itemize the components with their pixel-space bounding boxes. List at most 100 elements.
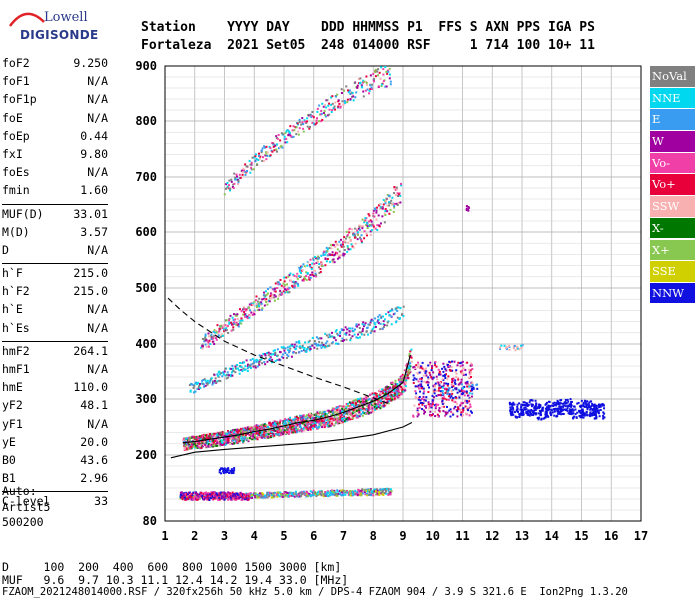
echo-dot — [356, 238, 359, 241]
echo-dot — [253, 156, 256, 159]
echo-dot — [591, 402, 594, 405]
echo-dot — [193, 497, 196, 500]
echo-dot — [359, 490, 362, 493]
echo-dot — [230, 321, 233, 324]
echo-dot — [187, 498, 190, 501]
echo-dot — [265, 432, 268, 435]
echo-dot — [215, 444, 218, 447]
auto-line: Auto: — [2, 484, 37, 498]
echo-dot — [280, 493, 283, 496]
echo-dot — [344, 332, 347, 335]
echo-dot — [268, 358, 271, 361]
echo-dot — [364, 322, 367, 325]
echo-dot — [400, 376, 403, 379]
echo-dot — [301, 422, 304, 425]
echo-dot — [355, 416, 358, 419]
echo-dot — [551, 411, 554, 414]
echo-dot — [256, 304, 259, 307]
echo-dot — [347, 327, 350, 330]
echo-dot — [288, 351, 291, 354]
echo-dot — [299, 414, 302, 417]
echo-dot — [327, 336, 330, 339]
echo-dot — [384, 404, 387, 407]
echo-dot — [286, 346, 289, 349]
echo-dot — [278, 431, 281, 434]
echo-dot — [260, 151, 263, 154]
echo-dot — [360, 400, 363, 403]
param-value: N/A — [87, 165, 108, 180]
echo-dot — [356, 229, 359, 232]
echo-dot — [218, 328, 221, 331]
echo-dot — [566, 409, 569, 412]
echo-dot — [305, 271, 308, 274]
echo-dot — [332, 411, 335, 414]
echo-dot — [372, 215, 375, 218]
echo-dot — [197, 445, 200, 448]
echo-dot — [393, 397, 396, 400]
echo-dot — [237, 183, 240, 186]
echo-dot — [349, 490, 352, 493]
echo-dot — [530, 403, 533, 406]
echo-dot — [213, 379, 216, 382]
echo-dot — [555, 402, 558, 405]
echo-dot — [212, 436, 215, 439]
echo-dot — [438, 385, 441, 388]
echo-dot — [534, 409, 537, 412]
echo-dot — [260, 149, 263, 152]
echo-dot — [265, 437, 268, 440]
echo-dot — [310, 424, 313, 427]
echo-dot — [315, 336, 318, 339]
echo-dot — [397, 193, 400, 196]
echo-dot — [547, 404, 550, 407]
echo-dot — [444, 387, 447, 390]
echo-dot — [432, 390, 435, 393]
echo-dot — [391, 391, 394, 394]
echo-dot — [369, 321, 372, 324]
echo-dot — [374, 75, 377, 78]
echo-dot — [346, 233, 349, 236]
echo-dot — [346, 235, 349, 238]
echo-dot — [233, 429, 236, 432]
param-value: 0.44 — [80, 128, 108, 143]
echo-dot — [299, 266, 302, 269]
echo-dot — [209, 343, 212, 346]
echo-dot — [247, 429, 250, 432]
echo-dot — [272, 143, 275, 146]
echo-dot — [229, 431, 232, 434]
echo-dot — [249, 365, 252, 368]
echo-dot — [377, 68, 380, 71]
echo-dot — [195, 446, 198, 449]
echo-dot — [286, 492, 289, 495]
echo-dot — [366, 405, 369, 408]
echo-dot — [318, 419, 321, 422]
echo-dot — [339, 332, 342, 335]
echo-dot — [375, 493, 378, 496]
echo-dot — [351, 412, 354, 415]
echo-dot — [302, 279, 305, 282]
echo-dot — [397, 195, 400, 198]
echo-dot — [220, 333, 223, 336]
echo-dot — [199, 446, 202, 449]
echo-dot — [360, 84, 363, 87]
echo-dot — [586, 414, 589, 417]
echo-dot — [385, 394, 388, 397]
echo-dot — [513, 411, 516, 414]
echo-dot — [283, 490, 286, 493]
echo-dot — [546, 406, 549, 409]
echo-dot — [596, 409, 599, 412]
echo-dot — [210, 491, 213, 494]
echo-dot — [294, 417, 297, 420]
echo-dot — [360, 240, 363, 243]
echo-dot — [294, 421, 297, 424]
echo-dot — [399, 388, 402, 391]
echo-dot — [511, 410, 514, 413]
echo-dot — [216, 324, 219, 327]
echo-dot — [252, 365, 255, 368]
echo-dot — [384, 200, 387, 203]
echo-dot — [214, 434, 217, 437]
echo-dot — [320, 120, 323, 123]
echo-dot — [309, 273, 312, 276]
echo-dot — [227, 376, 230, 379]
echo-dot — [287, 422, 290, 425]
echo-dot — [371, 328, 374, 331]
